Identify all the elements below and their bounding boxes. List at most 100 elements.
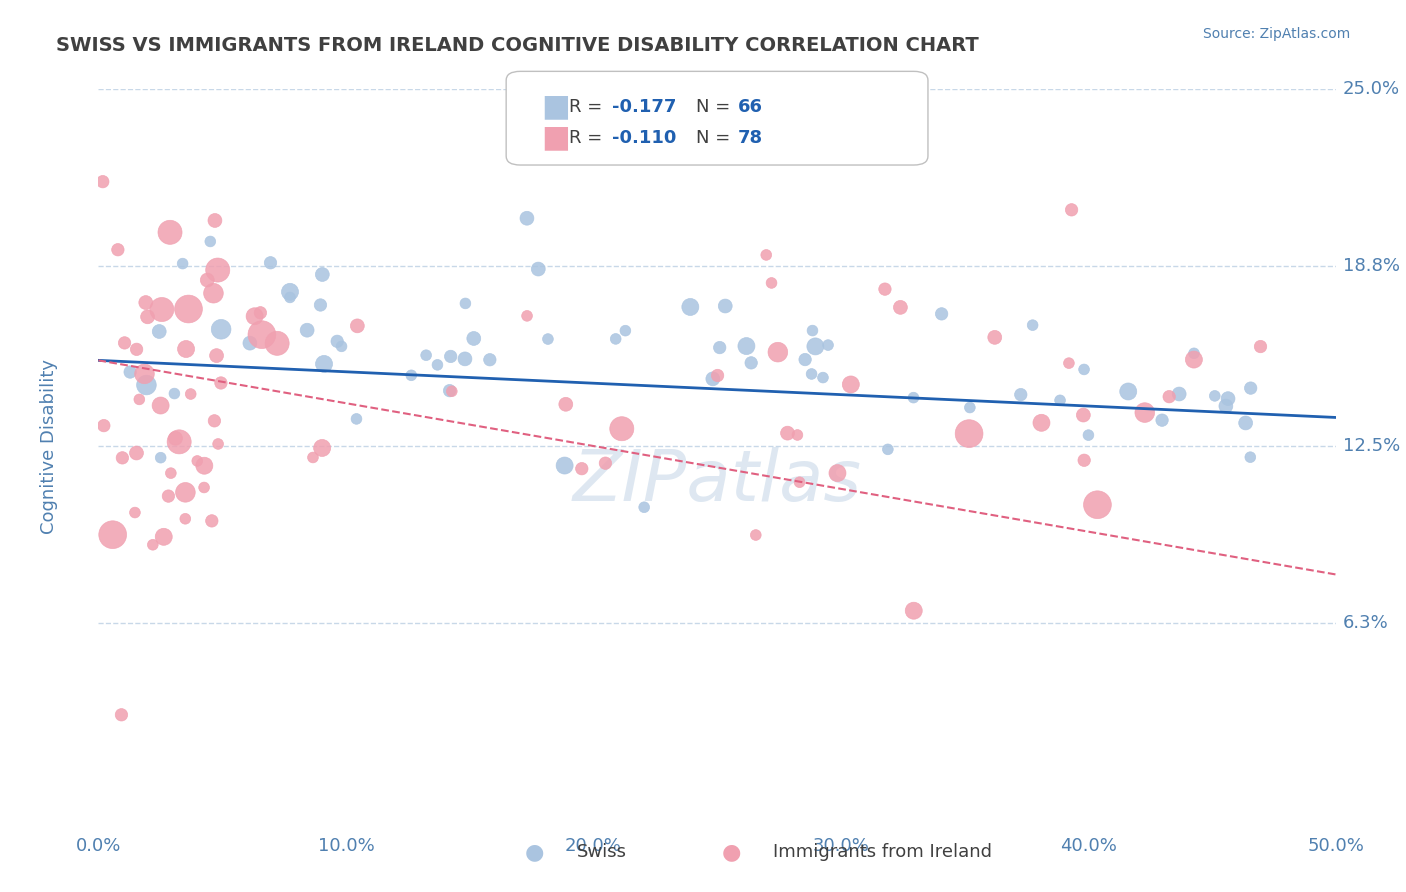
Text: Cognitive Disability: Cognitive Disability	[39, 359, 58, 533]
Point	[193, 481, 215, 495]
Point	[1216, 392, 1239, 406]
Point	[537, 332, 560, 346]
Point	[839, 377, 862, 392]
Point	[931, 307, 953, 321]
Point	[111, 450, 134, 465]
Point	[110, 707, 132, 722]
Point	[157, 489, 180, 503]
Point	[614, 324, 637, 338]
Point	[295, 323, 318, 337]
Text: 10.0%: 10.0%	[318, 837, 374, 855]
Point	[239, 336, 262, 351]
Point	[440, 350, 463, 364]
Point	[903, 604, 925, 618]
Point	[571, 461, 593, 475]
Text: -0.177: -0.177	[612, 98, 676, 116]
Point	[243, 310, 266, 324]
Point	[200, 235, 222, 249]
Point	[330, 339, 353, 353]
Point	[135, 295, 157, 310]
Text: -0.110: -0.110	[612, 129, 676, 147]
Point	[159, 225, 181, 239]
Point	[1049, 393, 1071, 408]
Point	[205, 349, 228, 363]
Point	[266, 336, 288, 351]
Point	[426, 358, 449, 372]
Point	[204, 213, 226, 227]
Point	[800, 367, 823, 381]
Point	[1021, 318, 1043, 333]
Point	[202, 414, 225, 428]
Point	[786, 428, 808, 442]
Point	[1159, 390, 1181, 404]
Point	[794, 352, 817, 367]
Point	[735, 339, 758, 353]
Point	[776, 426, 799, 441]
Point	[817, 338, 839, 352]
Point	[259, 256, 281, 270]
Point	[177, 301, 200, 316]
Point	[554, 397, 576, 411]
Point	[1152, 413, 1174, 427]
Point	[1239, 450, 1261, 465]
Point	[202, 286, 225, 301]
Point	[125, 343, 148, 357]
Point	[209, 322, 232, 336]
Point	[134, 367, 156, 381]
Point	[124, 506, 146, 520]
Point	[312, 357, 335, 371]
Point	[1204, 389, 1226, 403]
Point	[136, 310, 159, 324]
Point	[193, 458, 215, 473]
Point	[172, 257, 194, 271]
Point	[201, 514, 224, 528]
Point	[516, 309, 538, 323]
Text: 30.0%: 30.0%	[813, 837, 869, 855]
Point	[135, 378, 157, 392]
Point	[610, 422, 633, 436]
Point	[827, 466, 849, 480]
Point	[209, 376, 232, 390]
Point	[440, 384, 463, 399]
Point	[1240, 381, 1263, 395]
Point	[1073, 408, 1095, 422]
Point	[149, 399, 172, 413]
Point	[207, 437, 229, 451]
Text: SWISS VS IMMIGRANTS FROM IRELAND COGNITIVE DISABILITY CORRELATION CHART: SWISS VS IMMIGRANTS FROM IRELAND COGNITI…	[56, 36, 979, 54]
Point	[957, 426, 980, 441]
Point	[149, 450, 172, 465]
Point	[174, 512, 197, 526]
Point	[309, 298, 332, 312]
Text: Swiss: Swiss	[576, 843, 627, 861]
Point	[311, 441, 333, 455]
Point	[478, 352, 501, 367]
Point	[401, 368, 423, 383]
Point	[180, 387, 202, 401]
Text: 50.0%: 50.0%	[1308, 837, 1364, 855]
Point	[873, 282, 896, 296]
Text: R =: R =	[569, 129, 609, 147]
Point	[889, 301, 911, 315]
Point	[1031, 416, 1053, 430]
Point	[745, 528, 768, 542]
Point	[605, 332, 627, 346]
Point	[346, 318, 368, 333]
Point	[1215, 399, 1237, 413]
Point	[114, 335, 136, 350]
Point	[984, 330, 1007, 344]
Point	[174, 342, 197, 356]
Point	[516, 211, 538, 226]
Point	[1250, 340, 1272, 354]
Point	[1234, 416, 1257, 430]
Point	[959, 401, 981, 415]
Point	[142, 538, 165, 552]
Point	[1116, 384, 1139, 399]
Point	[167, 434, 190, 449]
Point	[761, 276, 783, 290]
Point	[165, 431, 187, 445]
Point	[302, 450, 325, 465]
Point	[1182, 346, 1205, 360]
Text: 78: 78	[738, 129, 763, 147]
Point	[804, 339, 827, 353]
Point	[195, 273, 218, 287]
